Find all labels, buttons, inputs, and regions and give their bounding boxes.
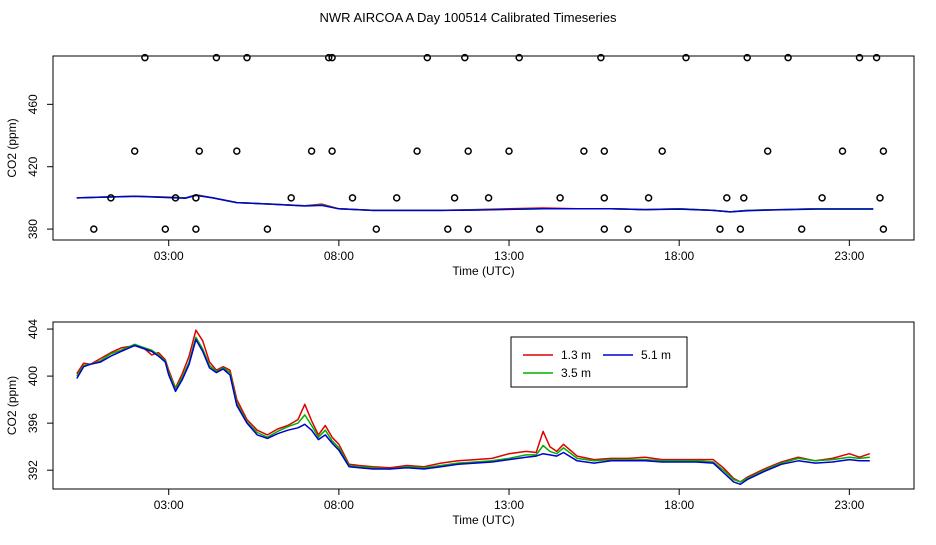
data-point: [192, 194, 200, 202]
data-point: [444, 225, 452, 233]
x-tick-label: 08:00: [324, 498, 354, 512]
data-point: [658, 147, 666, 155]
y-axis-label: CO2 (ppm): [5, 118, 19, 177]
x-tick-label: 18:00: [664, 498, 694, 512]
y-tick-label: 400: [26, 366, 40, 386]
x-tick-label: 13:00: [494, 498, 524, 512]
data-point: [141, 53, 149, 62]
data-point: [328, 53, 336, 62]
data-point: [740, 194, 748, 202]
data-point: [171, 194, 180, 202]
x-tick-label: 03:00: [154, 249, 184, 263]
data-point: [233, 147, 241, 155]
data-point: [464, 147, 472, 155]
data-point: [644, 194, 653, 202]
data-point: [600, 225, 609, 233]
data-point: [263, 225, 272, 233]
data-point: [505, 147, 513, 155]
chart-title: NWR AIRCOA A Day 100514 Calibrated Times…: [320, 10, 617, 25]
y-tick-label: 392: [26, 460, 40, 480]
y-tick-label: 396: [26, 413, 40, 433]
data-point: [580, 147, 588, 155]
data-point: [372, 225, 381, 233]
data-point: [838, 147, 847, 155]
x-tick-label: 23:00: [834, 498, 864, 512]
top-panel: 03:00 08:00 13:00 18:00 23:00 380 420 460 Time (…: [5, 53, 915, 278]
data-point: [556, 194, 564, 202]
data-point: [287, 194, 295, 202]
data-point: [450, 194, 459, 202]
data-point: [535, 225, 544, 233]
data-point: [413, 147, 421, 155]
plot-frame: [52, 321, 915, 490]
legend: 1.3 m 3.5 m 5.1 m: [510, 336, 688, 388]
x-tick-label: 08:00: [324, 249, 354, 263]
data-point: [307, 147, 316, 155]
series-line-1-3-m: [76, 329, 871, 483]
data-point: [324, 53, 333, 62]
data-point: [515, 53, 523, 62]
series-line-5-1-m: [76, 338, 870, 486]
y-tick-label: 420: [26, 156, 40, 176]
data-point: [872, 53, 881, 62]
data-point: [597, 53, 605, 62]
data-point: [600, 147, 609, 155]
data-point: [879, 225, 888, 233]
x-axis-label: Time (UTC): [452, 513, 514, 527]
data-point: [876, 194, 884, 202]
data-point: [464, 225, 472, 233]
plot-frame: [52, 55, 915, 241]
y-tick-label: 404: [26, 319, 40, 339]
y-axis-label: CO2 (ppm): [5, 376, 19, 435]
legend-label: 5.1 m: [641, 348, 671, 362]
data-point: [624, 225, 632, 233]
data-point: [797, 225, 806, 233]
data-point: [784, 53, 792, 62]
data-point: [195, 147, 204, 155]
data-point: [392, 194, 401, 202]
bottom-panel: 03:00 08:00 13:00 18:00 23:00 392 396 400 404 Tim…: [5, 319, 915, 527]
x-tick-label: 03:00: [154, 498, 184, 512]
data-point: [682, 53, 690, 62]
y-tick-label: 380: [26, 219, 40, 239]
data-point: [212, 53, 221, 62]
data-point: [243, 53, 251, 62]
data-point: [423, 53, 432, 62]
data-point: [855, 53, 864, 62]
data-point: [818, 194, 826, 202]
data-point: [716, 225, 724, 233]
x-tick-label: 13:00: [494, 249, 524, 263]
data-point: [161, 225, 170, 233]
data-point: [723, 194, 731, 202]
legend-box: [510, 336, 688, 388]
data-point: [484, 194, 493, 202]
x-axis-label: Time (UTC): [452, 264, 514, 278]
x-tick-label: 18:00: [664, 249, 694, 263]
data-point: [328, 147, 336, 155]
series-line-3-5-m: [76, 336, 870, 483]
data-point: [600, 194, 609, 202]
data-point: [90, 225, 98, 233]
data-point: [763, 147, 772, 155]
data-point: [736, 225, 745, 233]
data-point: [461, 53, 469, 62]
x-tick-label: 23:00: [834, 249, 864, 263]
data-point: [743, 53, 751, 62]
data-point: [192, 225, 200, 233]
series-line-5-1-m: [76, 194, 874, 213]
legend-label: 1.3 m: [561, 348, 591, 362]
data-point: [879, 147, 888, 155]
data-point: [107, 194, 115, 202]
y-tick-label: 460: [26, 94, 40, 114]
data-point: [130, 147, 139, 155]
data-point: [348, 194, 357, 202]
legend-label: 3.5 m: [561, 366, 591, 380]
